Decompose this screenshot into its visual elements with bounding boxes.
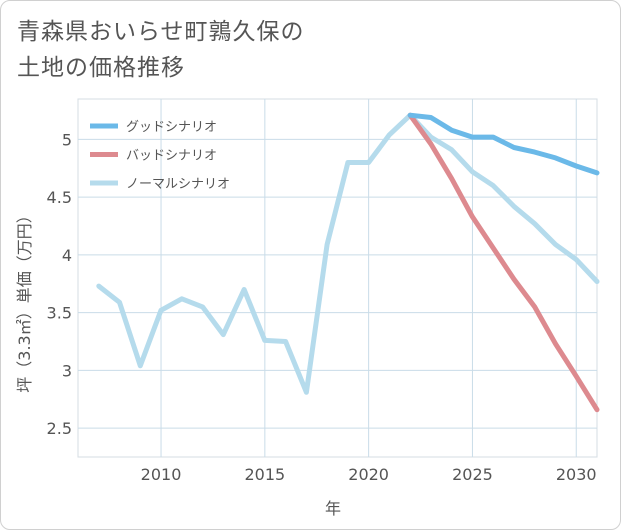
y-axis-label: 坪（3.3㎡）単価（万円） <box>15 207 34 392</box>
x-tick-label: 2030 <box>556 465 597 484</box>
chart-title: 青森県おいらせ町鶉久保の 土地の価格推移 <box>17 19 305 81</box>
series-line-0 <box>407 112 600 176</box>
x-tick-label: 2025 <box>452 465 493 484</box>
axes: 2.5 3 3.5 4 4.5 5 2010 2015 2020 2025 2030 <box>47 130 597 484</box>
legend-label: ノーマルシナリオ <box>126 177 230 192</box>
x-tick-label: 2015 <box>244 465 285 484</box>
series-line-2 <box>96 112 600 395</box>
series-line-1 <box>407 112 600 413</box>
y-tick-label: 3 <box>62 361 72 380</box>
x-axis-label: 年 <box>325 499 341 518</box>
x-tick-label: 2020 <box>348 465 389 484</box>
y-tick-label: 3.5 <box>47 304 72 323</box>
y-tick-label: 4 <box>62 246 72 265</box>
y-tick-label: 4.5 <box>47 188 72 207</box>
legend-label: バッドシナリオ <box>126 149 217 164</box>
series-lines <box>96 112 600 413</box>
y-tick-label: 5 <box>62 130 72 149</box>
legend-label: グッドシナリオ <box>126 120 217 135</box>
y-tick-label: 2.5 <box>47 419 72 438</box>
x-tick-label: 2010 <box>141 465 182 484</box>
